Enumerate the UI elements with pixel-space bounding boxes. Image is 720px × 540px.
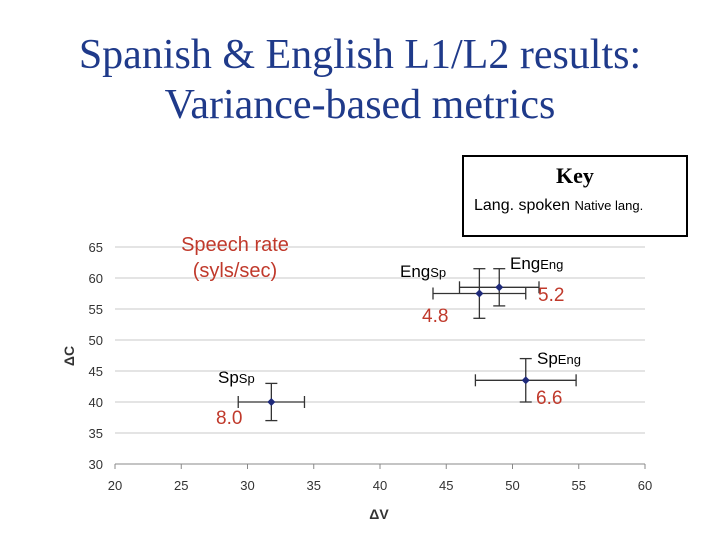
y-tick-label: 65 (89, 240, 103, 255)
point-label-sp-sp: SpSp (218, 368, 255, 387)
point-label-eng-sp: EngSp (400, 262, 447, 281)
y-tick-label: 55 (89, 302, 103, 317)
data-point-eng-eng (495, 283, 504, 292)
error-bar-layer (237, 268, 577, 422)
point-layer (267, 283, 530, 406)
speech-rate-line-2: (syls/sec) (192, 260, 278, 282)
key-legend: Key Lang. spoken Native lang. (462, 155, 688, 237)
speech-rate-label: Speech rate (syls/sec) (155, 232, 315, 284)
speech-rate-value-sp-eng: 6.6 (536, 388, 563, 409)
x-tick-label: 30 (240, 478, 254, 493)
speech-rate-line-1: Speech rate (181, 234, 289, 256)
data-point-eng-sp (475, 289, 484, 298)
speech-rate-value-eng-eng: 5.2 (538, 285, 565, 306)
axis-layer (114, 463, 646, 469)
y-tick-label: 60 (89, 271, 103, 286)
x-tick-label: 25 (174, 478, 188, 493)
title-line-2: Variance-based metrics (164, 82, 556, 128)
speech-rate-value-eng-sp: 4.8 (422, 306, 449, 327)
key-lang-spoken: Lang. spoken (474, 197, 571, 214)
title-line-1: Spanish & English L1/L2 results: (78, 32, 642, 78)
x-tick-label: 35 (307, 478, 321, 493)
y-tick-label: 45 (89, 364, 103, 379)
x-tick-label: 60 (638, 478, 652, 493)
tick-label-layer: 30 35 40 45 50 55 60 65 20 25 30 35 40 45 50 55 60 (89, 240, 653, 493)
y-axis-label: ΔC (61, 346, 77, 366)
x-tick-label: 45 (439, 478, 453, 493)
point-label-sp-eng: SpEng (537, 349, 581, 368)
x-tick-label: 20 (108, 478, 122, 493)
key-native-lang: Native lang. (574, 198, 644, 213)
x-tick-label: 50 (505, 478, 519, 493)
speech-rate-value-sp-sp: 8.0 (216, 408, 243, 429)
y-tick-label: 50 (89, 333, 103, 348)
grid-layer (115, 246, 645, 434)
slide-title: Spanish & English L1/L2 results: Varianc… (0, 30, 720, 130)
y-tick-label: 40 (89, 395, 103, 410)
x-tick-label: 55 (572, 478, 586, 493)
point-label-eng-eng: EngEng (510, 254, 564, 273)
x-tick-label: 40 (373, 478, 387, 493)
key-title: Key (556, 163, 594, 188)
key-description: Lang. spoken Native lang. (474, 197, 643, 215)
x-axis-label: ΔV (369, 506, 389, 522)
y-tick-label: 30 (89, 457, 103, 472)
data-point-sp-sp (267, 398, 276, 406)
data-point-sp-eng (521, 376, 530, 385)
y-tick-label: 35 (89, 426, 103, 441)
